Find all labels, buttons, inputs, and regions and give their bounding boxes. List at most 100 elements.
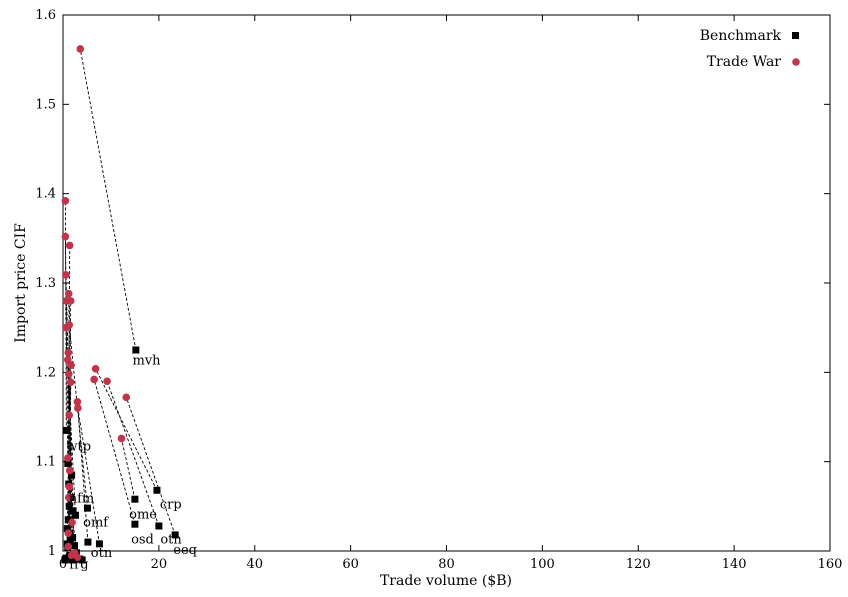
plot-frame [62,14,831,552]
trade-war-point [65,411,74,420]
benchmark-point [63,525,71,533]
benchmark-point [64,459,72,467]
trade-war-point [103,377,111,386]
point-label: ome [129,507,157,522]
benchmark-series [61,346,179,564]
benchmark-point [84,538,92,546]
benchmark-point [71,542,79,550]
trade-war-point [74,404,82,412]
y-tick-label: 1.1 [35,455,56,470]
trade-war-point [91,364,100,373]
y-tick-label: 1.5 [35,97,56,112]
benchmark-point [66,536,74,544]
trade-war-point [64,542,73,551]
benchmark-point [70,556,78,564]
benchmark-point [131,520,139,528]
y-tick-label: 1.3 [35,276,56,291]
benchmark-point [155,522,163,530]
trade-war-point [90,375,98,384]
benchmark-point [62,426,70,434]
y-tick-label: 1.4 [35,187,56,202]
benchmark-point [171,531,179,539]
benchmark-point [131,495,139,503]
connector-line [121,438,136,500]
point-label: osd [131,532,154,547]
trade-war-point [63,454,72,462]
benchmark-point [71,511,79,519]
x-tick-label: 140 [722,557,747,572]
point-label: frg [69,557,88,572]
trade-war-point [64,348,73,357]
connector-line [79,48,137,351]
legend: Benchmark Trade War [700,28,800,70]
x-tick-label: 20 [151,557,168,572]
connector-line [93,379,136,525]
point-label: crp [160,498,182,513]
point-label: mvh [133,354,162,369]
trade-war-point [64,493,73,502]
trade-war-point [61,232,70,241]
x-tick-label: 0 [59,557,67,572]
point-label: eeq [173,543,197,558]
benchmark-point [132,346,140,354]
benchmark-point [61,556,69,564]
y-tick-label: 1.6 [35,8,56,23]
trade-war-series [61,45,131,562]
trade-war-point [64,289,73,298]
x-tick-label: 100 [530,557,555,572]
benchmark-point [153,486,161,494]
connector-lines [64,48,176,561]
benchmark-point [69,507,77,515]
benchmark-point [83,504,91,512]
x-tick-label: 120 [626,557,651,572]
y-tick-label: 1 [48,544,56,559]
x-tick-label: 60 [342,557,359,572]
trade-war-point [62,323,70,332]
trade-war-point [66,297,75,305]
connector-line [106,381,160,527]
trade-war-point [64,370,73,378]
benchmark-point [78,556,86,564]
trade-war-point [63,356,72,364]
benchmark-point [64,516,72,524]
connector-line [64,236,69,464]
trade-war-point [68,518,76,527]
x-axis-title: Trade volume ($B) [380,573,512,589]
trade-war-point [66,378,75,386]
trade-war-point [64,529,73,537]
trade-war-point [65,466,74,475]
connector-line [76,401,89,543]
legend-marker-benchmark [792,32,799,39]
x-tick-label: 80 [438,557,455,572]
point-label: otn [91,546,113,561]
legend-label-benchmark: Benchmark [700,28,782,44]
trade-war-point [117,434,126,443]
x-axis: 0 20 40 60 80 100 120 140 160 [59,15,843,572]
trade-war-point [73,398,82,406]
benchmark-point [95,540,103,548]
benchmark-point [68,471,76,479]
y-axis-title: Import price CIF [13,223,29,343]
trade-war-point [65,241,74,250]
point-label: wtp [66,439,91,454]
benchmark-point [65,502,73,510]
connector-line [77,407,100,544]
trade-war-point [67,551,76,560]
point-label: nfm [69,491,95,506]
connector-line [95,368,158,491]
trade-war-point [62,271,70,279]
trade-war-point [65,482,74,491]
x-tick-label: 160 [818,557,843,572]
x-tick-label: 40 [246,557,263,572]
trade-war-point [73,553,82,562]
point-label: otn [160,532,182,547]
legend-marker-trade-war [792,58,800,66]
trade-war-point [76,45,85,53]
trade-war-point [61,197,70,205]
trade-war-point [122,393,131,402]
point-label: omf [83,515,109,530]
y-tick-label: 1.2 [35,365,56,380]
connector-line [125,397,176,536]
